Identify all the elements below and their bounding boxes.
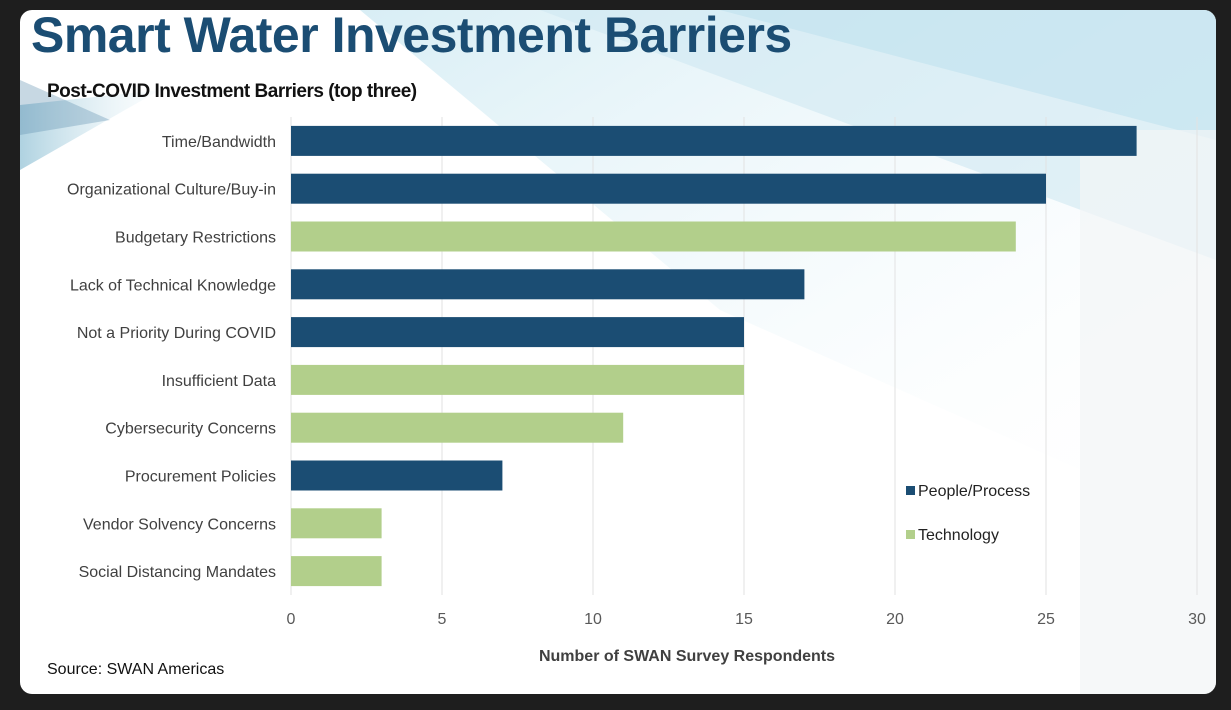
category-label: Insufficient Data [162, 373, 277, 390]
x-tick-label: 5 [438, 611, 447, 628]
x-axis-title: Number of SWAN Survey Respondents [539, 648, 835, 665]
bar [291, 364, 744, 395]
bar [291, 125, 1137, 156]
category-label: Time/Bandwidth [162, 134, 276, 151]
slide: Smart Water Investment Barriers Post-COV… [20, 10, 1216, 694]
category-label: Social Distancing Mandates [79, 564, 276, 581]
page-title: Smart Water Investment Barriers [31, 10, 792, 63]
bar-chart: Time/Bandwidth Organizational Culture/Buy… [67, 117, 1206, 665]
legend-label: People/Process [918, 483, 1030, 500]
x-tick-label: 0 [287, 611, 296, 628]
x-tick-label: 15 [735, 611, 753, 628]
category-label: Not a Priority During COVID [77, 325, 276, 342]
category-label: Lack of Technical Knowledge [70, 277, 276, 294]
category-label: Procurement Policies [125, 469, 276, 486]
category-label: Budgetary Restrictions [115, 230, 276, 247]
x-tick-label: 10 [584, 611, 602, 628]
legend-swatch [906, 486, 915, 495]
x-tick-label: 25 [1037, 611, 1055, 628]
x-tick-label: 30 [1188, 611, 1206, 628]
bar [291, 269, 805, 300]
legend-swatch [906, 530, 915, 539]
bar [291, 508, 382, 539]
bar [291, 412, 624, 443]
category-label: Vendor Solvency Concerns [83, 516, 276, 533]
category-label: Organizational Culture/Buy-in [67, 182, 276, 199]
bar [291, 173, 1046, 204]
legend-label: Technology [918, 527, 999, 544]
x-tick-label: 20 [886, 611, 904, 628]
source-note: Source: SWAN Americas [47, 661, 225, 678]
category-label: Cybersecurity Concerns [105, 421, 276, 438]
bar [291, 556, 382, 587]
chart-title: Post-COVID Investment Barriers (top thre… [47, 81, 417, 102]
bar [291, 460, 503, 491]
bar [291, 221, 1016, 252]
bar [291, 317, 744, 348]
